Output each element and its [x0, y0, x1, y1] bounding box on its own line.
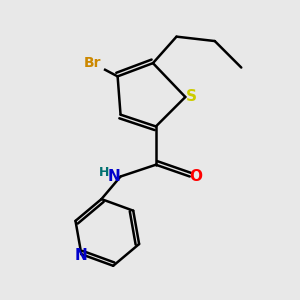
Text: Br: Br [84, 56, 101, 70]
Text: S: S [186, 89, 197, 104]
Text: O: O [189, 169, 202, 184]
Text: H: H [99, 167, 110, 179]
Text: N: N [107, 169, 120, 184]
Text: N: N [75, 248, 88, 263]
